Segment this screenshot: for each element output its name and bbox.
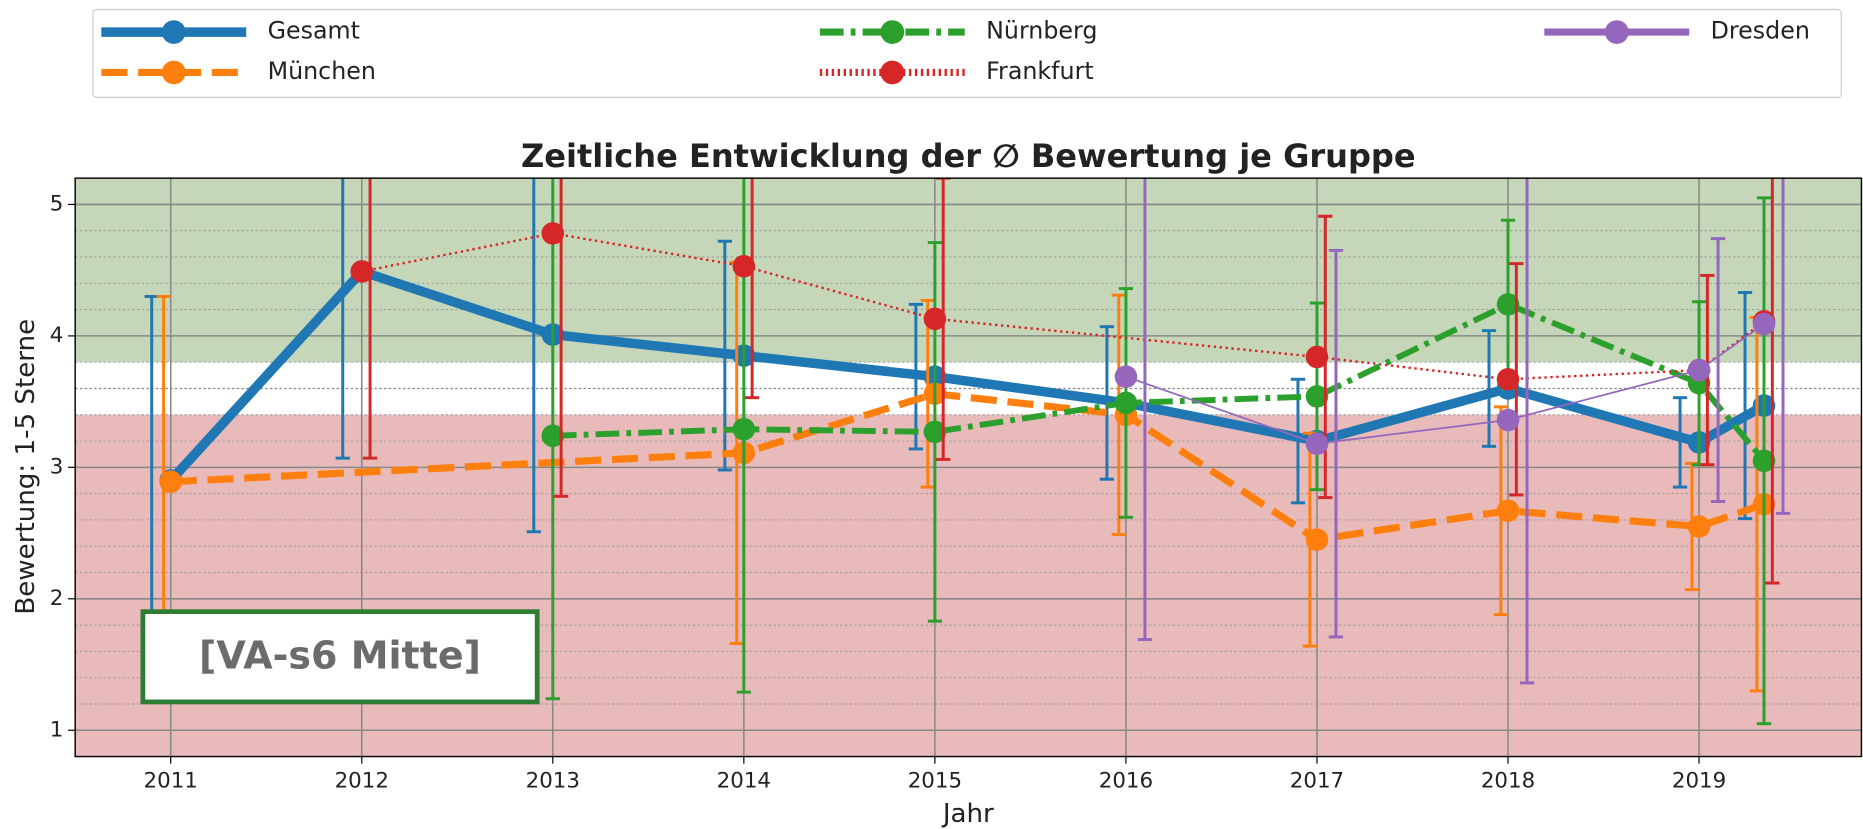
marker: [350, 260, 374, 283]
x-tick-label: 2019: [1672, 768, 1726, 793]
marker: [923, 420, 947, 444]
y-tick-label: 5: [50, 191, 64, 216]
legend-marker: [880, 20, 905, 44]
legend-label: Dresden: [1711, 17, 1810, 45]
x-tick-label: 2016: [1099, 768, 1153, 793]
marker: [1752, 449, 1776, 473]
series-line: [361, 232, 1765, 381]
series-line: [170, 390, 1766, 544]
marker: [541, 424, 565, 448]
marker: [732, 417, 756, 441]
marker: [1305, 345, 1329, 369]
x-tick-label: 2015: [908, 768, 962, 793]
y-tick-label: 3: [50, 454, 64, 479]
band: [75, 414, 1862, 757]
legend-box: [92, 8, 1842, 98]
marker: [1752, 312, 1776, 336]
marker: [1305, 528, 1329, 551]
marker: [923, 307, 947, 331]
marker: [1496, 408, 1520, 432]
y-axis-label: Bewertung: 1-5 Sterne: [11, 319, 41, 615]
legend-marker: [1604, 20, 1629, 44]
legend-marker: [161, 20, 186, 44]
x-axis-label: Jahr: [941, 799, 994, 829]
series-line: [552, 301, 1767, 463]
legend-marker: [880, 60, 905, 85]
x-tick-label: 2012: [335, 768, 389, 793]
series: [156, 260, 1776, 693]
x-tick-label: 2014: [717, 768, 771, 793]
marker: [159, 470, 182, 494]
series: [1114, 178, 1791, 685]
series: [350, 178, 1780, 585]
marker: [1114, 365, 1138, 388]
legend-label: Gesamt: [268, 17, 360, 45]
marker: [1496, 293, 1520, 316]
marker: [1687, 515, 1711, 538]
marker: [1305, 385, 1329, 408]
marker: [1496, 499, 1520, 523]
y-tick-label: 1: [50, 717, 64, 742]
legend-label: Nürnberg: [986, 17, 1097, 45]
x-tick-label: 2017: [1290, 768, 1344, 793]
marker: [541, 222, 565, 245]
y-tick-label: 4: [50, 323, 64, 348]
annotation: [VA-s6 Mitte]: [199, 633, 481, 677]
series-line: [167, 266, 1767, 484]
x-tick-label: 2013: [526, 768, 580, 793]
marker: [1687, 358, 1711, 382]
x-tick-label: 2018: [1481, 768, 1535, 793]
series: [541, 178, 1776, 726]
marker: [1305, 432, 1329, 455]
legend-marker: [161, 60, 186, 85]
legend-label: Frankfurt: [986, 57, 1094, 85]
legend-label: München: [268, 57, 376, 85]
marker: [1114, 391, 1138, 415]
x-tick-label: 2011: [144, 768, 198, 793]
annotation-box: [140, 609, 540, 705]
y-tick-label: 2: [50, 586, 64, 611]
legend: Gesamt München Nürnberg Frankfurt Dresden: [101, 17, 1810, 85]
plot-area: [75, 178, 1862, 757]
chart-title: Zeitliche Entwicklung der ∅ Bewertung je…: [521, 137, 1416, 175]
marker: [1496, 367, 1520, 391]
marker: [732, 254, 756, 278]
